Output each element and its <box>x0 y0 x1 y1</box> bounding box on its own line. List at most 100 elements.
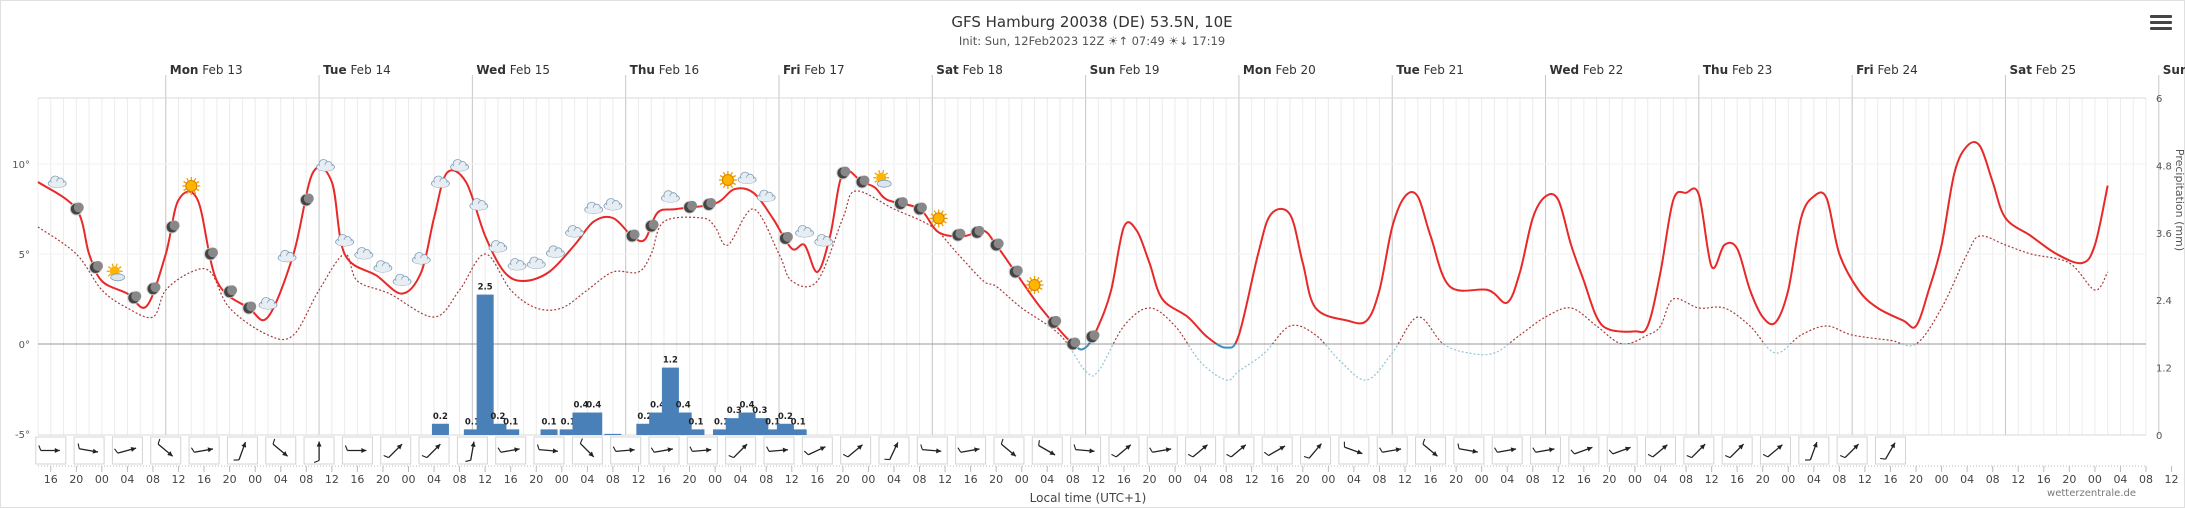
hour-tick-label: 04 <box>1347 473 1361 486</box>
moon-icon <box>127 291 142 305</box>
hour-tick-label: 12 <box>785 473 799 486</box>
cloud-icon <box>47 175 67 188</box>
cloud-icon <box>335 234 355 247</box>
moon-icon <box>89 261 103 274</box>
precip-label: 0.1 <box>688 417 703 427</box>
hour-tick-label: 00 <box>401 473 415 486</box>
hour-tick-label: 20 <box>69 473 83 486</box>
hour-tick-label: 00 <box>708 473 722 486</box>
hour-tick-label: 08 <box>146 473 160 486</box>
hour-tick-label: 16 <box>1883 473 1897 486</box>
wind-arrow <box>1880 442 1896 460</box>
hour-tick-label: 04 <box>1500 473 1514 486</box>
hour-tick-label: 04 <box>120 473 134 486</box>
hour-tick-label: 20 <box>683 473 697 486</box>
hour-tick-label: 04 <box>1960 473 1974 486</box>
wind-arrow <box>1608 446 1631 455</box>
hour-tick-label: 12 <box>1398 473 1412 486</box>
wind-cell <box>188 436 220 465</box>
wind-arrow <box>233 441 247 461</box>
wind-arrow <box>842 444 863 458</box>
precip-label: 0.1 <box>714 417 729 427</box>
precip-bar <box>751 418 769 435</box>
hour-tick-label: 08 <box>606 473 620 486</box>
hour-tick-label: 00 <box>248 473 262 486</box>
hamburger-menu-icon[interactable] <box>2150 12 2172 32</box>
precip-label: 0.4 <box>650 401 665 411</box>
weather-icons <box>47 159 1100 351</box>
hour-tick-label: 08 <box>1372 473 1386 486</box>
wind-arrow <box>1457 443 1478 454</box>
right-axis-tick: 0 <box>2156 431 2162 442</box>
precip-bar <box>489 423 507 435</box>
hour-tick-label: 08 <box>1219 473 1233 486</box>
cloud-icon <box>795 225 814 238</box>
cloud-icon <box>392 273 412 287</box>
cloud-icon <box>411 252 431 265</box>
cloud-icon <box>565 225 584 238</box>
precip-bar <box>559 429 577 435</box>
hour-tick-label: 16 <box>1270 473 1284 486</box>
day-label: Mon Feb 13 <box>170 63 243 77</box>
hour-tick-label: 16 <box>810 473 824 486</box>
cloud-icon <box>488 240 508 253</box>
right-axis-tick: 3.6 <box>2156 229 2172 240</box>
precip-bar <box>431 423 449 435</box>
chart-title: GFS Hamburg 20038 (DE) 53.5N, 10E <box>951 13 1232 31</box>
hour-tick-label: 08 <box>1066 473 1080 486</box>
wind-arrow <box>1149 447 1172 453</box>
wind-arrow <box>1073 444 1095 454</box>
moon-icon <box>644 219 659 233</box>
moon-icon <box>702 198 717 211</box>
wind-arrow <box>497 447 520 453</box>
hour-tick-label: 20 <box>1602 473 1616 486</box>
wind-arrow <box>1422 438 1438 457</box>
wind-arrow <box>1038 440 1056 456</box>
hour-tick-label: 08 <box>1679 473 1693 486</box>
wind-arrow <box>1379 447 1402 453</box>
hour-tick-label: 20 <box>2062 473 2076 486</box>
hour-tick-label: 20 <box>1142 473 1156 486</box>
wind-arrow <box>1263 445 1286 457</box>
moon-icon <box>778 231 793 245</box>
hour-tick-label: 08 <box>1526 473 1540 486</box>
hour-tick-label: 08 <box>1986 473 2000 486</box>
precip-bar <box>636 423 654 435</box>
hour-tick-label: 04 <box>1194 473 1208 486</box>
wind-arrow <box>1532 447 1555 453</box>
wind-arrow <box>957 447 980 453</box>
hour-tick-label: 08 <box>453 473 467 486</box>
hour-tick-label: 12 <box>1705 473 1719 486</box>
wind-arrow <box>536 444 559 454</box>
hour-tick-label: 00 <box>1015 473 1029 486</box>
moon-icon <box>683 200 698 214</box>
hour-tick-label: 00 <box>1935 473 1949 486</box>
hour-tick-label: 20 <box>836 473 850 486</box>
hour-tick-label: 00 <box>1321 473 1335 486</box>
hour-tick-label: 12 <box>1858 473 1872 486</box>
day-label: Fri Feb 24 <box>1856 63 1918 77</box>
sun-cloud-icon <box>106 263 126 282</box>
wind-cell <box>1261 436 1293 465</box>
wind-arrow <box>344 445 367 453</box>
cloud-icon <box>277 249 297 263</box>
precip-label: 0.1 <box>791 417 806 427</box>
cloud-icon <box>430 175 450 188</box>
hour-tick-label: 00 <box>2088 473 2102 486</box>
right-axis-tick: 4.8 <box>2156 161 2172 172</box>
precip-bar <box>725 418 743 435</box>
hour-tick-label: 16 <box>504 473 518 486</box>
wind-arrow <box>465 441 476 462</box>
moon-icon <box>893 197 908 211</box>
precip-bar <box>585 412 603 435</box>
hour-tick-label: 16 <box>1577 473 1591 486</box>
precip-bars: 0.20.12.50.20.1 0.1 0.10.40.40.20.41.20.40… <box>431 283 807 435</box>
sun-icon <box>718 171 737 189</box>
precip-bar <box>776 423 794 435</box>
day-label: Sat Feb 18 <box>936 63 1003 77</box>
cloud-icon <box>373 260 393 273</box>
right-axis-title: Precipitation (mm) <box>2173 149 2185 251</box>
hour-tick-label: 00 <box>1781 473 1795 486</box>
left-axis-tick: 10° <box>12 160 30 171</box>
cloud-icon <box>469 198 489 211</box>
